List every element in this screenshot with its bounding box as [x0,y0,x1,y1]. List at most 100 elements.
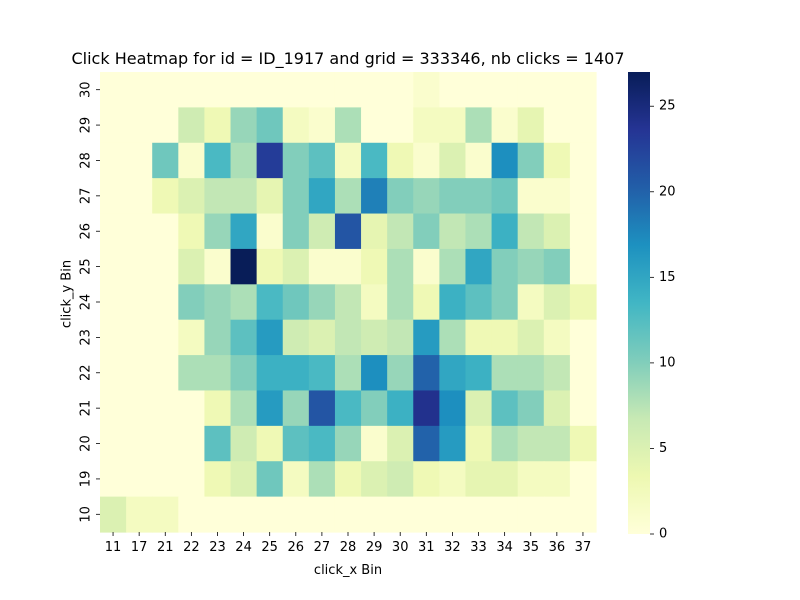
x-axis-label: click_x Bin [314,563,382,578]
heatmap-cell [256,72,284,108]
heatmap-cell [256,390,284,427]
heatmap-cell [387,355,414,392]
heatmap-cell [569,142,597,179]
x-tick-label: 35 [522,540,539,555]
heatmap-cell [282,72,310,108]
heatmap-cell [178,355,206,392]
heatmap-cell [517,178,545,215]
heatmap-cell [569,355,597,392]
heatmap-cell [413,355,440,392]
heatmap-cell [100,390,127,427]
heatmap-cell [256,213,284,250]
heatmap-cell [308,72,336,108]
heatmap-cell [230,248,258,285]
x-tick-label: 33 [470,540,487,555]
heatmap-cell [100,107,127,144]
heatmap-cell [308,142,336,179]
chart-title: Click Heatmap for id = ID_1917 and grid … [71,49,624,69]
heatmap-cell [569,248,597,285]
heatmap-cell [491,72,519,108]
heatmap-cell [282,390,310,427]
y-tick-label: 22 [79,364,94,381]
heatmap-cell [387,390,414,427]
heatmap-cell [334,107,362,144]
heatmap-cell [387,107,414,144]
heatmap-cell [413,72,440,108]
heatmap-cell [230,213,258,250]
heatmap-cell [361,72,388,108]
heatmap-cell [334,461,362,498]
heatmap-cell [543,496,571,533]
heatmap-cell [126,178,153,215]
heatmap-cell [517,425,545,462]
heatmap-cell [126,390,153,427]
y-tick-label: 28 [79,152,94,169]
heatmap-cell [308,213,336,250]
heatmap-cell [465,107,493,144]
heatmap-cell [152,425,179,462]
heatmap-cell [204,72,232,108]
x-tick-label: 37 [575,540,592,555]
heatmap-cell [439,142,467,179]
heatmap-cell [491,178,519,215]
heatmap-cell [152,107,179,144]
y-tick-label: 10 [79,506,94,523]
heatmap-cell [256,355,284,392]
heatmap-cell [334,284,362,321]
heatmap-cell [126,107,153,144]
heatmap-cell [178,425,206,462]
heatmap-cell [282,355,310,392]
heatmap-cell [308,178,336,215]
heatmap-cell [282,319,310,356]
heatmap-cell [152,284,179,321]
heatmap-cell [439,248,467,285]
heatmap-cell [178,496,206,533]
x-tick-label: 29 [366,540,383,555]
heatmap-cell [517,142,545,179]
heatmap-cell [387,319,414,356]
heatmap-cell [178,461,206,498]
heatmap-cell [178,178,206,215]
heatmap-cell [387,248,414,285]
heatmap-cell [387,142,414,179]
heatmap-cell [543,425,571,462]
heatmap-cell [569,425,597,462]
heatmap-cell [230,461,258,498]
y-tick-label: 23 [79,329,94,346]
heatmap-cell [413,319,440,356]
heatmap-cell [282,496,310,533]
heatmap-cell [282,425,310,462]
heatmap-cell [100,178,127,215]
heatmap-cell [465,355,493,392]
y-tick-label: 21 [79,400,94,417]
heatmap-cell [100,284,127,321]
heatmap-cell [517,284,545,321]
heatmap-cell [100,72,127,108]
heatmap-cell [491,390,519,427]
y-tick-label: 25 [79,258,94,275]
heatmap-cell [465,425,493,462]
heatmap-cell [361,496,388,533]
heatmap-cell [543,461,571,498]
heatmap-cell [465,248,493,285]
heatmap-cell [126,213,153,250]
colorbar-ticks: 0 5 10 15 20 25 [650,99,676,542]
heatmap-cell [491,319,519,356]
y-tick-label: 20 [79,435,94,452]
colorbar-tick-label: 20 [659,184,676,199]
heatmap-cell [126,496,153,533]
heatmap-cell [517,248,545,285]
heatmap-cell [100,461,127,498]
heatmap-cell [126,248,153,285]
heatmap-cell [308,425,336,462]
heatmap-cell [204,461,232,498]
heatmap-cell [204,425,232,462]
colorbar-tick-label: 10 [659,355,676,370]
heatmap-cell [439,390,467,427]
heatmap-cell [100,319,127,356]
heatmap-cell [308,248,336,285]
heatmap-cell [387,178,414,215]
heatmap-cell [152,390,179,427]
heatmap-cell [100,248,127,285]
heatmap-cell [387,425,414,462]
